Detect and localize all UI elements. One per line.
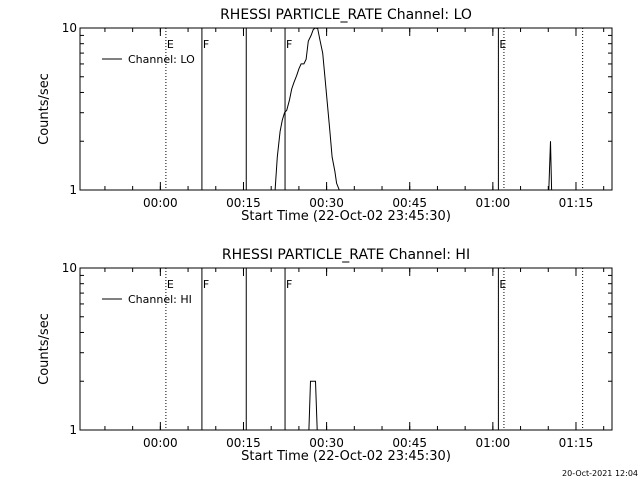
chart-title: RHESSI PARTICLE_RATE Channel: HI (222, 247, 470, 263)
x-axis-label: Start Time (22-Oct-02 23:45:30) (241, 449, 451, 464)
x-tick-label: 01:00 (476, 436, 511, 450)
y-tick-label: 1 (69, 423, 77, 437)
event-marker-label: E (167, 278, 174, 291)
plot-frame (79, 267, 613, 431)
x-tick-label: 00:30 (309, 436, 344, 450)
y-tick-label: 10 (62, 261, 77, 275)
event-marker-label: E (167, 38, 174, 51)
y-axis-label: Counts/sec (37, 73, 52, 145)
x-tick-label: 00:00 (143, 436, 178, 450)
y-tick-label: 1 (69, 183, 77, 197)
x-tick-label: 00:15 (226, 196, 261, 210)
event-marker-label: F (286, 38, 292, 51)
x-tick-label: 00:30 (309, 196, 344, 210)
timestamp-label: 20-Oct-2021 12:04 (562, 469, 638, 478)
x-tick-label: 01:00 (476, 196, 511, 210)
x-tick-label: 01:15 (559, 436, 594, 450)
x-tick-label: 01:15 (559, 196, 594, 210)
chart-panel-2: RHESSI PARTICLE_RATE Channel: HI E F F E 00:0… (37, 247, 613, 464)
chart-title: RHESSI PARTICLE_RATE Channel: LO (220, 7, 472, 23)
x-axis-label: Start Time (22-Oct-02 23:45:30) (241, 209, 451, 224)
series-line (306, 380, 320, 431)
x-tick-label: 00:45 (392, 436, 427, 450)
y-tick-label: 10 (62, 21, 77, 35)
y-axis-label: Counts/sec (37, 313, 52, 385)
x-tick-label: 00:15 (226, 436, 261, 450)
event-marker-label: E (499, 38, 506, 51)
chart-panel-1: RHESSI PARTICLE_RATE Channel: LO E F F E 00:0… (37, 7, 613, 224)
series-line (269, 27, 553, 191)
legend-entry: Channel: HI (128, 293, 192, 306)
x-tick-label: 00:00 (143, 196, 178, 210)
x-tick-label: 00:45 (392, 196, 427, 210)
event-marker-label: E (499, 278, 506, 291)
legend-entry: Channel: LO (128, 53, 195, 66)
event-marker-label: F (286, 278, 292, 291)
event-marker-label: F (203, 38, 209, 51)
event-marker-label: F (203, 278, 209, 291)
